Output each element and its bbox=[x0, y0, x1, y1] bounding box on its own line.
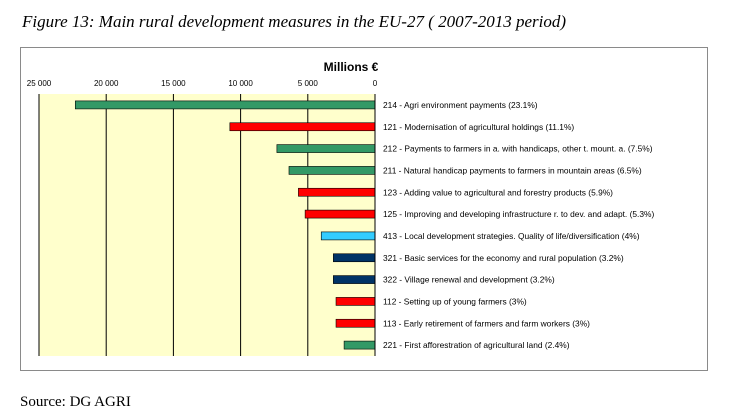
category-label: 112 - Setting up of young farmers (3%) bbox=[383, 296, 527, 306]
category-label: 321 - Basic services for the economy and… bbox=[383, 253, 624, 263]
chart-frame: Millions € 0 5 000 10 000 15 000 20 000 25 00… bbox=[20, 47, 708, 371]
x-axis-label: Millions € bbox=[324, 60, 379, 74]
category-label: 123 - Adding value to agricultural and f… bbox=[383, 187, 613, 197]
category-label: 121 - Modernisation of agricultural hold… bbox=[383, 122, 574, 132]
bar bbox=[343, 340, 376, 350]
bar bbox=[74, 100, 376, 110]
bar bbox=[276, 144, 376, 153]
bar bbox=[335, 297, 376, 306]
x-tick-label: 0 bbox=[373, 79, 378, 88]
category-label: 211 - Natural handicap payments to farme… bbox=[383, 165, 642, 175]
source-note: Source: DG AGRI bbox=[20, 394, 131, 410]
category-labels: 214 - Agri environment payments (23.1%) 1… bbox=[383, 100, 654, 350]
x-tick-labels: 0 5 000 10 000 15 000 20 000 25 000 bbox=[27, 79, 378, 88]
bar bbox=[333, 275, 376, 284]
category-label: 413 - Local development strategies. Qual… bbox=[383, 231, 640, 241]
category-label: 125 - Improving and developing infrastru… bbox=[383, 209, 654, 219]
x-tick-label: 5 000 bbox=[298, 79, 319, 88]
category-label: 322 - Village renewal and development (3… bbox=[383, 275, 555, 285]
grid-lines bbox=[38, 94, 309, 356]
bar-chart: Millions € 0 5 000 10 000 15 000 20 000 25 00… bbox=[27, 60, 654, 356]
plot-area bbox=[39, 94, 375, 356]
bar bbox=[229, 122, 376, 132]
bar bbox=[298, 187, 376, 197]
category-label: 214 - Agri environment payments (23.1%) bbox=[383, 100, 538, 110]
bar bbox=[288, 166, 376, 175]
category-label: 113 - Early retirement of farmers and fa… bbox=[383, 318, 590, 328]
x-tick-label: 20 000 bbox=[94, 79, 119, 88]
x-tick-label: 25 000 bbox=[27, 79, 52, 88]
bar bbox=[320, 231, 376, 241]
category-label: 212 - Payments to farmers in a. with han… bbox=[383, 144, 653, 154]
x-tick-label: 10 000 bbox=[228, 79, 253, 88]
bar bbox=[304, 209, 376, 219]
bar bbox=[335, 318, 376, 328]
category-label: 221 - First afforestration of agricultur… bbox=[383, 340, 570, 350]
bar bbox=[333, 253, 376, 263]
figure-caption: Figure 13: Main rural development measur… bbox=[22, 12, 567, 31]
x-tick-label: 15 000 bbox=[161, 79, 186, 88]
